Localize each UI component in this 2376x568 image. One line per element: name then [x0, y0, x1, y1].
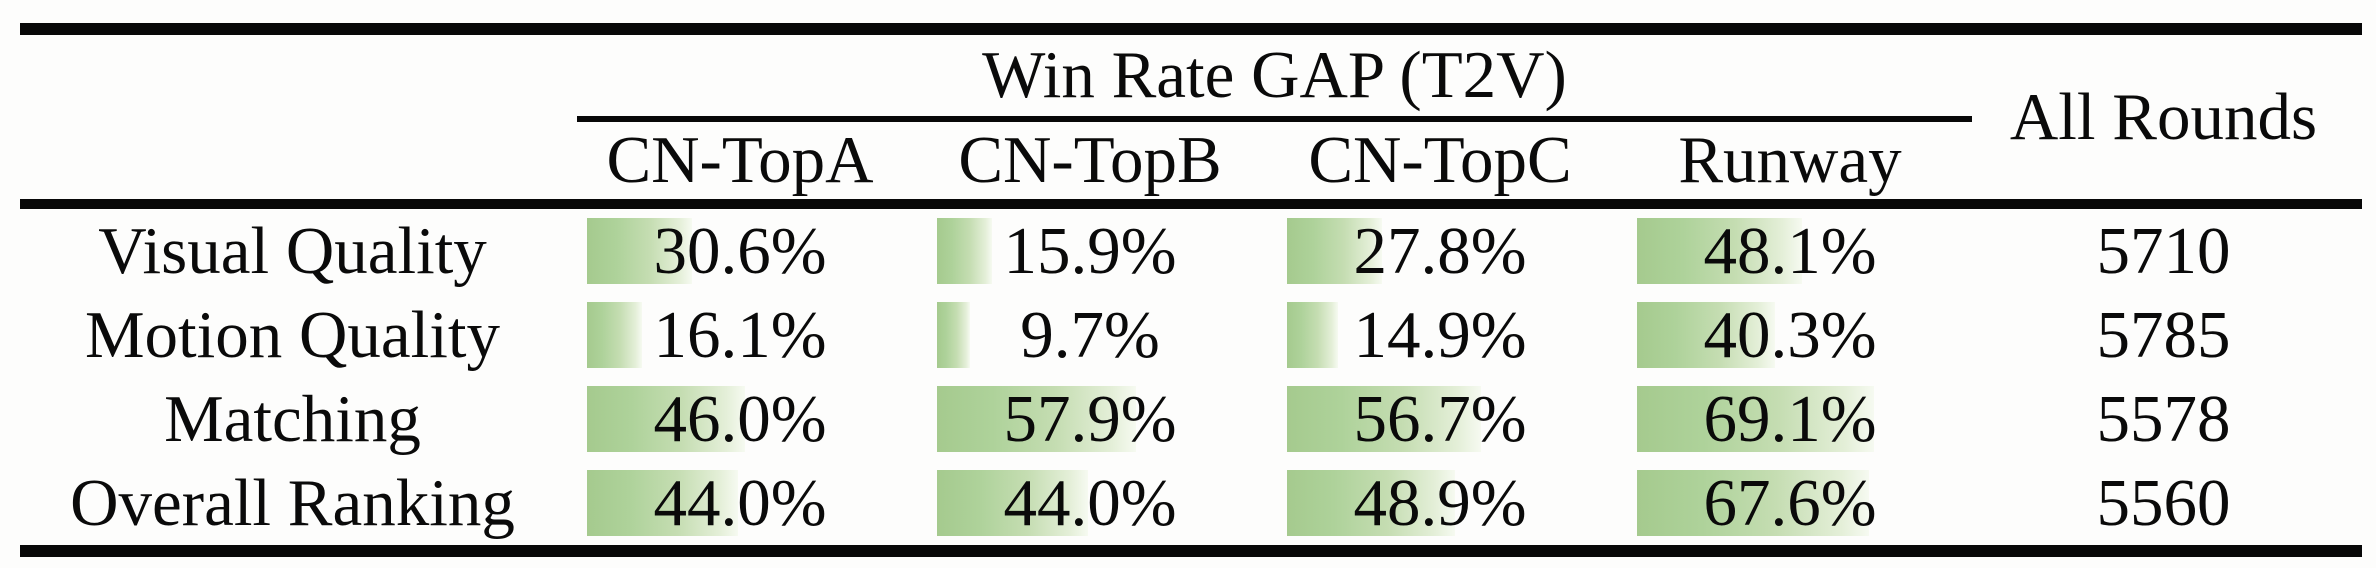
- win-rate-bar: [587, 302, 642, 368]
- value-cell: 46.0%: [565, 377, 915, 461]
- all-rounds-header-label: All Rounds: [2009, 79, 2318, 154]
- value-cell: 40.3%: [1615, 293, 1965, 377]
- win-rate-bar: [937, 386, 1136, 452]
- value-cell: 69.1%: [1615, 377, 1965, 461]
- win-rate-value: 46.0%: [653, 381, 827, 456]
- win-rate-value: 9.7%: [1020, 297, 1160, 372]
- row-label: Matching: [164, 381, 421, 456]
- win-rate-table: Win Rate GAP (T2V) All Rounds CN-TopA CN…: [20, 23, 2362, 557]
- win-rate-value: 16.1%: [653, 297, 827, 372]
- bottom-rule: [20, 545, 2362, 557]
- all-rounds-value: 5560: [2096, 465, 2231, 540]
- win-rate-value: 27.8%: [1353, 213, 1527, 288]
- win-rate-bar: [1287, 302, 1338, 368]
- value-cell: 9.7%: [915, 293, 1265, 377]
- all-rounds-header-spacer: [1965, 122, 2362, 199]
- win-rate-value: 44.0%: [1003, 465, 1177, 540]
- value-cell: 15.9%: [915, 209, 1265, 293]
- win-rate-bar: [1287, 218, 1382, 284]
- column-header-row: CN-TopA CN-TopB CN-TopC Runway: [20, 122, 2362, 199]
- win-rate-bar: [1637, 470, 1869, 536]
- win-rate-value: 48.9%: [1353, 465, 1527, 540]
- win-rate-bar: [1287, 470, 1455, 536]
- table-row: Visual Quality 30.6% 15.9% 27.8% 48.1% 5…: [20, 209, 2362, 293]
- all-rounds-value: 5578: [2096, 381, 2231, 456]
- row-label: Motion Quality: [84, 297, 501, 372]
- win-rate-bar: [587, 470, 738, 536]
- all-rounds-value: 5785: [2096, 297, 2231, 372]
- win-rate-value: 14.9%: [1353, 297, 1527, 372]
- value-cell: 27.8%: [1265, 209, 1615, 293]
- row-label: Visual Quality: [98, 213, 487, 288]
- win-rate-value: 15.9%: [1003, 213, 1177, 288]
- value-cell: 57.9%: [915, 377, 1265, 461]
- win-rate-value: 56.7%: [1353, 381, 1527, 456]
- value-cell: 48.1%: [1615, 209, 1965, 293]
- value-cell: 16.1%: [565, 293, 915, 377]
- mid-rule: [20, 199, 2362, 209]
- win-rate-bar: [937, 218, 992, 284]
- win-rate-bar: [1637, 218, 1802, 284]
- column-header-cn-topb: CN-TopB: [958, 123, 1222, 197]
- win-rate-bar: [937, 470, 1088, 536]
- value-cell: 44.0%: [915, 461, 1265, 545]
- win-rate-value: 48.1%: [1703, 213, 1877, 288]
- value-cell: 67.6%: [1615, 461, 1965, 545]
- win-rate-bar: [937, 302, 970, 368]
- win-rate-bar: [1287, 386, 1481, 452]
- win-rate-value: 57.9%: [1003, 381, 1177, 456]
- win-rate-bar: [587, 386, 745, 452]
- win-rate-bar: [587, 218, 692, 284]
- all-rounds-header: All Rounds: [1965, 35, 2362, 199]
- column-header-runway: Runway: [1678, 123, 1902, 197]
- value-cell: 44.0%: [565, 461, 915, 545]
- win-rate-value: 44.0%: [653, 465, 827, 540]
- table-row: Matching 46.0% 57.9% 56.7% 69.1% 5578: [20, 377, 2362, 461]
- win-rate-value: 40.3%: [1703, 297, 1877, 372]
- win-rate-bar: [1637, 386, 1874, 452]
- row-label-header-empty: [20, 122, 565, 199]
- top-rule: [20, 23, 2362, 35]
- value-cell: 48.9%: [1265, 461, 1615, 545]
- value-cell: 14.9%: [1265, 293, 1615, 377]
- column-header-cn-topa: CN-TopA: [606, 123, 874, 197]
- column-header-cn-topc: CN-TopC: [1308, 123, 1572, 197]
- group-underline-rule: [577, 116, 1972, 122]
- win-rate-value: 30.6%: [653, 213, 827, 288]
- value-cell: 56.7%: [1265, 377, 1615, 461]
- win-rate-value: 69.1%: [1703, 381, 1877, 456]
- table-row: Overall Ranking 44.0% 44.0% 48.9% 67.6% …: [20, 461, 2362, 545]
- group-header-row: Win Rate GAP (T2V): [577, 35, 1972, 116]
- table-body: Visual Quality 30.6% 15.9% 27.8% 48.1% 5…: [20, 209, 2362, 545]
- group-header-title: Win Rate GAP (T2V): [982, 38, 1567, 112]
- win-rate-bar: [1637, 302, 1775, 368]
- table-row: Motion Quality 16.1% 9.7% 14.9% 40.3% 57…: [20, 293, 2362, 377]
- row-label: Overall Ranking: [70, 465, 515, 540]
- win-rate-value: 67.6%: [1703, 465, 1877, 540]
- value-cell: 30.6%: [565, 209, 915, 293]
- all-rounds-value: 5710: [2096, 213, 2231, 288]
